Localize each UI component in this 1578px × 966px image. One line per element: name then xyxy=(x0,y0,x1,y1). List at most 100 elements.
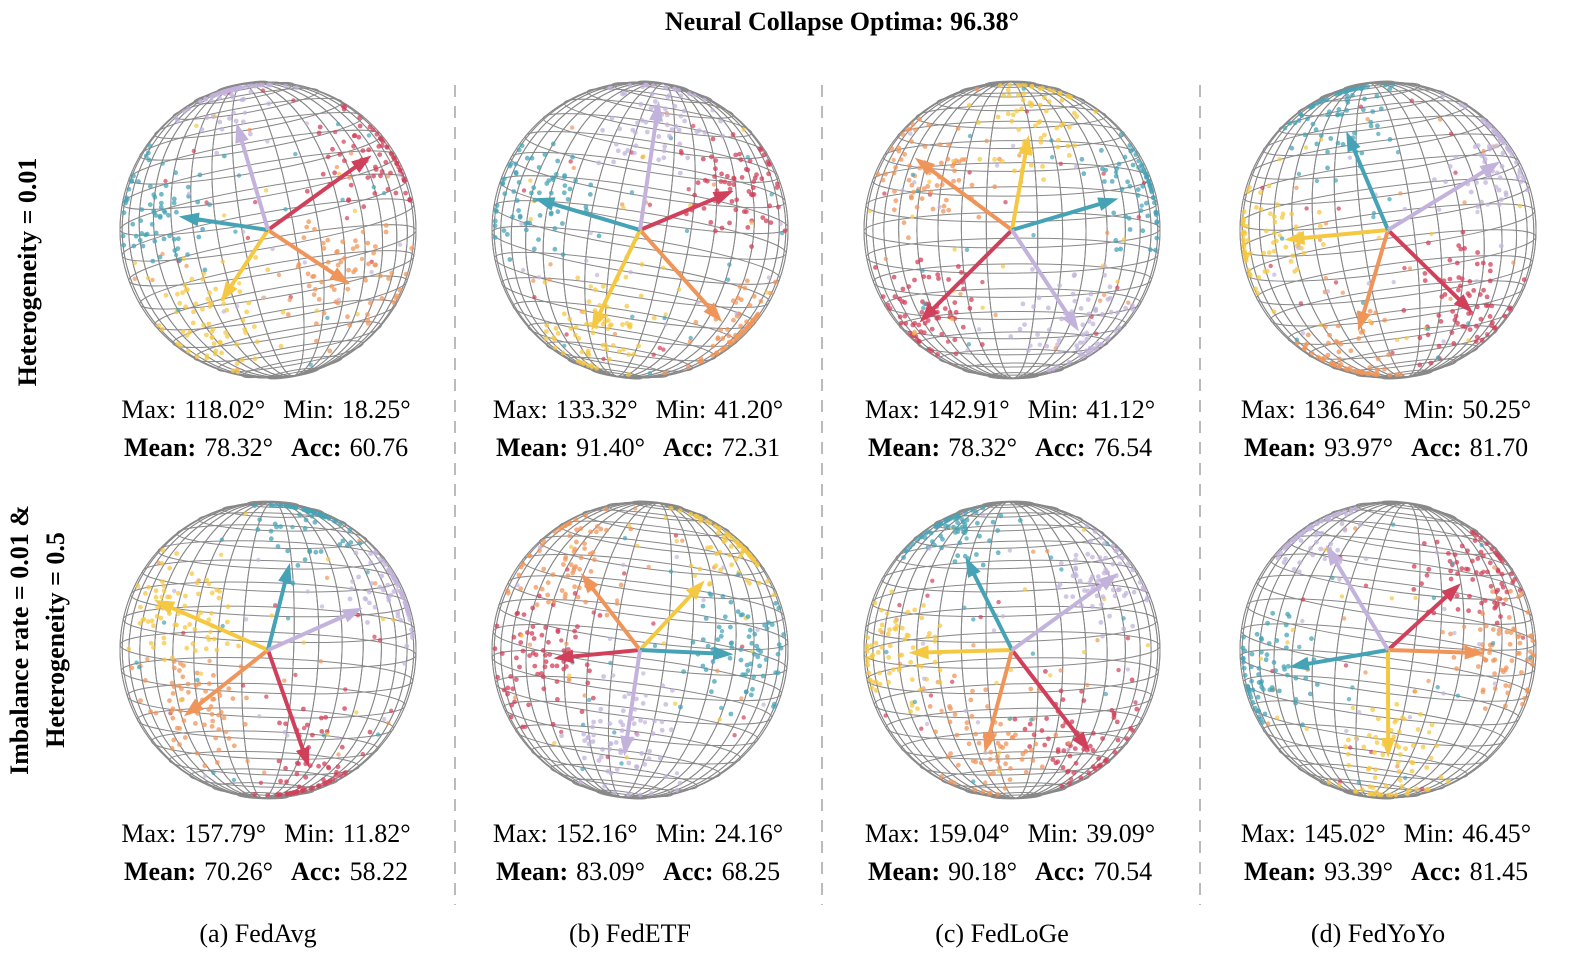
feature-point xyxy=(1073,552,1079,558)
feature-point xyxy=(745,225,751,230)
feature-point xyxy=(879,622,885,628)
feature-point xyxy=(283,721,288,727)
feature-point xyxy=(1028,162,1034,168)
row-label: Heterogeneity = 0.5 xyxy=(41,532,70,748)
max-label: Max: xyxy=(121,395,176,424)
feature-point xyxy=(1436,313,1442,318)
max-value: 142.91° xyxy=(928,395,1010,424)
feature-point xyxy=(980,505,986,511)
feature-point xyxy=(1010,143,1016,149)
feature-point xyxy=(1414,786,1419,792)
feature-point xyxy=(518,640,524,645)
feature-point xyxy=(584,258,589,263)
feature-point xyxy=(530,624,536,629)
feature-point xyxy=(659,719,665,725)
feature-point xyxy=(1525,187,1530,193)
feature-point xyxy=(619,728,625,733)
feature-point xyxy=(523,724,528,729)
feature-point xyxy=(211,341,217,347)
feature-point xyxy=(720,133,726,139)
feature-point xyxy=(1390,350,1395,355)
feature-point xyxy=(333,772,339,778)
feature-point xyxy=(736,572,741,577)
feature-point xyxy=(1029,84,1035,89)
feature-point xyxy=(1443,179,1448,185)
feature-point xyxy=(929,348,935,354)
feature-point xyxy=(306,283,312,289)
feature-point xyxy=(386,567,391,572)
feature-point xyxy=(677,508,683,514)
feature-point xyxy=(1373,310,1379,316)
max-value: 157.79° xyxy=(184,819,266,848)
feature-point xyxy=(257,82,263,88)
classifier-vector xyxy=(158,600,269,652)
feature-point xyxy=(745,668,751,673)
feature-point xyxy=(749,555,755,561)
feature-point xyxy=(719,629,725,634)
feature-point xyxy=(512,695,518,700)
feature-point xyxy=(1479,600,1484,606)
feature-point xyxy=(1503,703,1508,709)
feature-point xyxy=(750,318,756,324)
feature-point xyxy=(264,694,269,699)
feature-point xyxy=(216,712,221,718)
feature-point xyxy=(572,332,578,338)
feature-point xyxy=(1119,186,1125,192)
feature-point xyxy=(930,578,935,583)
feature-point xyxy=(869,654,875,660)
feature-point xyxy=(1387,86,1393,92)
feature-point xyxy=(1367,791,1373,797)
feature-point xyxy=(354,244,360,249)
feature-point xyxy=(613,740,619,745)
feature-point xyxy=(955,520,960,526)
feature-point xyxy=(1453,154,1459,160)
feature-point xyxy=(921,186,927,192)
feature-point xyxy=(176,307,181,313)
feature-point xyxy=(1528,649,1533,654)
feature-point xyxy=(349,586,354,592)
feature-point xyxy=(1449,330,1455,335)
feature-point xyxy=(240,683,246,688)
feature-point xyxy=(1125,636,1131,641)
feature-point xyxy=(971,779,976,784)
feature-point xyxy=(201,271,207,276)
feature-point xyxy=(1507,641,1513,647)
feature-point xyxy=(774,185,780,190)
feature-point xyxy=(678,93,684,99)
feature-point xyxy=(207,202,213,208)
feature-point xyxy=(880,294,886,299)
feature-point xyxy=(638,293,644,299)
feature-point xyxy=(932,634,938,640)
feature-point xyxy=(355,312,360,317)
feature-point xyxy=(314,308,320,313)
feature-point xyxy=(746,551,752,557)
max-label: Max: xyxy=(493,395,548,424)
feature-point xyxy=(639,118,645,123)
feature-point xyxy=(1407,266,1413,271)
feature-point xyxy=(899,625,905,631)
feature-point xyxy=(1242,672,1248,678)
feature-point xyxy=(952,337,958,343)
feature-point xyxy=(1387,197,1392,202)
feature-point xyxy=(1397,372,1403,377)
feature-point xyxy=(1109,179,1115,184)
feature-point xyxy=(993,312,998,318)
feature-point xyxy=(550,721,556,727)
sphere xyxy=(119,80,417,380)
feature-point xyxy=(709,689,714,695)
feature-point xyxy=(1114,166,1120,171)
feature-point xyxy=(161,236,167,242)
feature-point xyxy=(662,315,667,321)
feature-point xyxy=(342,158,347,164)
feature-point xyxy=(985,704,990,709)
feature-point xyxy=(1045,305,1051,311)
feature-point xyxy=(492,223,498,229)
feature-point xyxy=(738,612,744,618)
feature-point xyxy=(318,549,324,554)
feature-point xyxy=(536,165,542,170)
feature-point xyxy=(373,244,378,249)
feature-point xyxy=(1478,549,1484,555)
feature-point xyxy=(960,519,966,525)
feature-point xyxy=(1316,209,1322,215)
feature-point xyxy=(1309,636,1314,641)
